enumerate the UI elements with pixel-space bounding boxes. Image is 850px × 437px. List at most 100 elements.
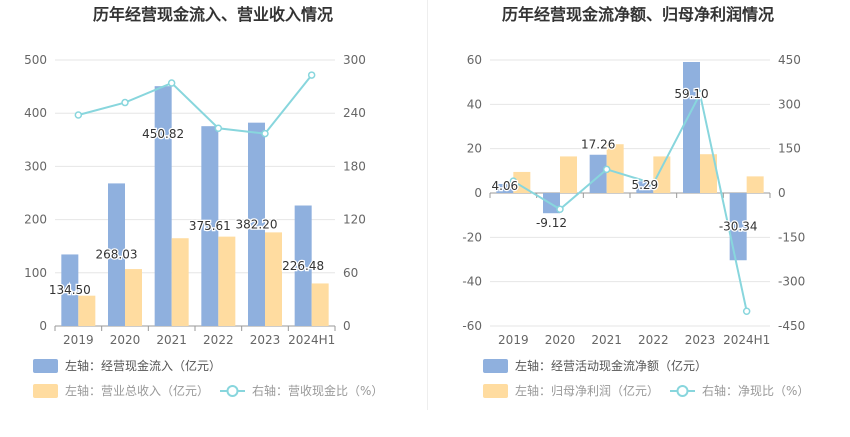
x-tick-label: 2024H1	[288, 333, 335, 347]
line-point	[74, 111, 83, 119]
x-tick-label: 2020	[110, 333, 141, 347]
bar-secondary	[218, 236, 236, 326]
line-point	[307, 71, 316, 79]
data-label: 226.48	[282, 259, 324, 273]
data-label: 59.10	[674, 87, 708, 101]
bar-secondary	[606, 144, 624, 193]
legend-swatch-secondary	[33, 384, 58, 398]
chart-title: 历年经营现金流净额、归母净利润情况	[502, 5, 774, 24]
y-right-tick-label: -300	[778, 275, 805, 289]
y-left-tick-label: 300	[24, 159, 47, 173]
data-label: 134.50	[49, 283, 91, 297]
line-point	[696, 90, 704, 98]
bar-primary	[683, 61, 700, 194]
legend-label: 左轴：营业总收入（亿元）	[65, 383, 209, 398]
y-right-tick-label: 450	[778, 53, 801, 67]
data-label: 450.82	[142, 127, 184, 141]
y-left-tick-label: 500	[24, 53, 47, 67]
bar-primary	[61, 254, 79, 326]
legend-swatch-secondary	[483, 384, 508, 398]
bar-secondary	[171, 238, 189, 326]
data-label: -30.34	[719, 220, 758, 234]
data-label: 17.26	[581, 138, 615, 152]
line-point	[742, 307, 751, 315]
bar-primary	[729, 193, 747, 261]
y-right-tick-label: 300	[778, 97, 801, 111]
bar-secondary	[560, 156, 577, 193]
line-point	[214, 124, 223, 133]
y-left-tick-label: -40	[462, 275, 482, 289]
line-point	[121, 98, 129, 107]
y-right-tick-label: -450	[778, 319, 805, 333]
y-right-tick-label: 0	[343, 319, 351, 333]
chart-title: 历年经营现金流入、营业收入情况	[93, 5, 333, 24]
data-label: -9.12	[536, 216, 567, 230]
bar-secondary	[746, 176, 764, 193]
y-right-tick-label: -150	[778, 230, 805, 244]
x-tick-label: 2023	[685, 333, 716, 347]
bar-secondary	[311, 283, 329, 326]
legend-label: 右轴：营收现金比（%）	[252, 383, 383, 398]
y-left-tick-label: 60	[467, 53, 482, 67]
x-tick-label: 2020	[545, 333, 576, 347]
legend-label: 右轴：净现比（%）	[702, 383, 809, 398]
bar-secondary	[700, 154, 717, 193]
y-left-tick-label: 100	[24, 266, 47, 280]
x-tick-label: 2019	[498, 333, 529, 347]
y-right-tick-label: 150	[778, 142, 801, 156]
x-tick-label: 2021	[156, 333, 187, 347]
legend-label: 左轴：经营现金流入（亿元）	[65, 358, 221, 373]
y-left-tick-label: 0	[474, 186, 482, 200]
line-point	[261, 129, 269, 138]
y-left-tick-label: 20	[467, 142, 482, 156]
y-left-tick-label: -60	[462, 319, 482, 333]
bar-primary	[248, 122, 265, 326]
legend-swatch-line-marker	[676, 385, 689, 397]
y-left-tick-label: -20	[462, 230, 482, 244]
legend-swatch-line-marker	[226, 385, 239, 397]
x-tick-label: 2024H1	[723, 333, 770, 347]
y-right-tick-label: 120	[343, 213, 366, 227]
data-label: 4.06	[491, 179, 518, 193]
line-point	[602, 165, 611, 174]
y-left-tick-label: 400	[24, 106, 47, 120]
y-right-tick-label: 300	[343, 53, 366, 67]
y-right-tick-label: 0	[778, 186, 786, 200]
legend-label: 左轴：归母净利润（亿元）	[515, 383, 659, 398]
bar-secondary	[265, 232, 282, 326]
x-tick-label: 2023	[250, 333, 281, 347]
y-left-tick-label: 0	[39, 319, 47, 333]
x-tick-label: 2022	[203, 333, 234, 347]
y-left-tick-label: 200	[24, 213, 47, 227]
data-label: 5.29	[631, 178, 658, 192]
y-right-tick-label: 180	[343, 159, 366, 173]
y-right-tick-label: 60	[343, 266, 358, 280]
data-label: 382.20	[236, 217, 278, 231]
bar-primary	[294, 205, 312, 326]
bar-primary	[108, 183, 125, 326]
chart-cash-inflow-revenue: 历年经营现金流入、营业收入情况 0 100 200 300 400 500 0 60 120 180…	[24, 5, 383, 398]
bar-primary	[496, 184, 514, 193]
x-tick-label: 2022	[638, 333, 669, 347]
line-point	[649, 179, 658, 188]
bar-primary	[589, 154, 607, 193]
line-point	[509, 177, 518, 185]
chart-net-cashflow-profit: 历年经营现金流净额、归母净利润情况 -60 -40 -20 0 20 40 60 -450 -30…	[462, 5, 809, 398]
legend-swatch-primary	[33, 359, 58, 373]
line-series	[512, 91, 748, 312]
line-series	[78, 74, 313, 135]
bar-primary	[636, 181, 654, 193]
bar-secondary	[78, 295, 96, 326]
bar-secondary	[653, 156, 671, 193]
y-left-tick-label: 40	[467, 97, 482, 111]
bar-primary	[201, 126, 219, 327]
legend-swatch-primary	[483, 359, 508, 373]
y-right-tick-label: 240	[343, 106, 366, 120]
bar-primary	[154, 86, 172, 326]
data-label: 268.03	[96, 248, 138, 262]
x-tick-label: 2019	[63, 333, 94, 347]
x-tick-label: 2021	[591, 333, 622, 347]
legend-label: 左轴：经营活动现金流净额（亿元）	[515, 358, 707, 373]
panel-divider	[427, 0, 428, 410]
